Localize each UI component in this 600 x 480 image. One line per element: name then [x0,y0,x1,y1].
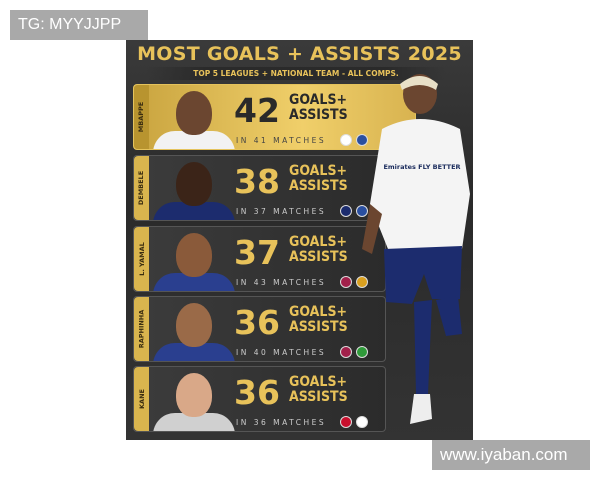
player-photo [149,227,237,291]
poster-subtitle: TOP 5 LEAGUES + NATIONAL TEAM - ALL COMP… [146,67,446,80]
player-name: RAPHINHA [137,309,146,349]
matches-count: IN 36 MATCHES [236,418,327,427]
club-badge-icon [340,416,352,428]
nation-flag-icon [356,346,368,358]
player-row: DEMBELE 38 GOALS+ ASSISTS IN 37 MATCHES [133,155,386,221]
player-row: L. YAMAL 37 GOALS+ ASSISTS IN 43 MATCHES [133,226,386,292]
nation-flag-icon [356,276,368,288]
goals-assists-value: 38 [234,162,280,201]
player-row: RAPHINHA 36 GOALS+ ASSISTS IN 40 MATCHES [133,296,386,362]
player-photo [149,156,237,220]
player-name: MBAPPE [137,101,146,133]
watermark-telegram: TG: MYYJJPP [10,10,148,40]
goals-assists-value: 36 [234,373,280,412]
featured-player-image: Emirates FLY BETTER [362,74,470,424]
player-photo [149,367,237,431]
shirt-sponsor: Emirates FLY BETTER [383,163,460,171]
player-photo [149,85,237,149]
club-badge-icon [340,346,352,358]
nation-flag-icon [356,416,368,428]
player-photo [149,297,237,361]
club-badge-icon [340,276,352,288]
player-name: DEMBELE [137,170,146,206]
player-name: KANE [137,389,146,409]
goals-assists-value: 36 [234,303,280,342]
matches-count: IN 37 MATCHES [236,207,327,216]
player-name-strip: DEMBELE [134,156,149,220]
matches-count: IN 41 MATCHES [236,136,327,145]
goals-assists-value: 37 [234,233,280,272]
player-name-strip: L. YAMAL [134,227,149,291]
player-name-strip: MBAPPE [134,85,149,149]
goals-assists-label: GOALS+ ASSISTS [289,163,348,194]
player-name-strip: RAPHINHA [134,297,149,361]
goals-assists-label: GOALS+ ASSISTS [289,374,348,405]
goals-assists-value: 42 [234,91,280,130]
goals-assists-label: GOALS+ ASSISTS [289,304,348,335]
club-badge-icon [340,134,352,146]
infographic-poster: MOST GOALS + ASSISTS 2025 TOP 5 LEAGUES … [126,40,473,440]
goals-assists-label: GOALS+ ASSISTS [289,92,348,123]
goals-assists-label: GOALS+ ASSISTS [289,234,348,265]
player-row: MBAPPE 42 GOALS+ ASSISTS IN 41 MATCHES [133,84,416,150]
nation-flag-icon [356,134,368,146]
matches-count: IN 43 MATCHES [236,278,327,287]
nation-flag-icon [356,205,368,217]
club-badge-icon [340,205,352,217]
watermark-website: www.iyaban.com [432,440,590,470]
matches-count: IN 40 MATCHES [236,348,327,357]
player-name: L. YAMAL [137,242,146,276]
poster-title: MOST GOALS + ASSISTS 2025 [137,43,462,65]
player-name-strip: KANE [134,367,149,431]
player-row: KANE 36 GOALS+ ASSISTS IN 36 MATCHES [133,366,386,432]
